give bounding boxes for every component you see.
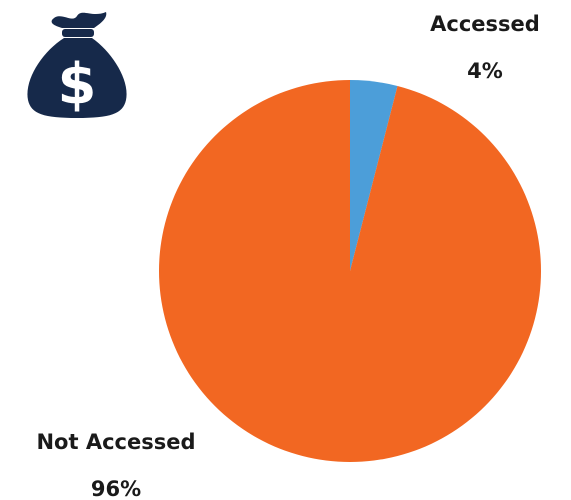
money-bag-neck bbox=[62, 29, 94, 37]
pie-slices bbox=[158, 80, 541, 462]
pie-slice-not-accessed bbox=[158, 80, 541, 462]
money-bag-knot bbox=[51, 12, 107, 28]
slice-label-accessed-name: Accessed bbox=[430, 12, 540, 36]
dollar-sign-glyph: $ bbox=[58, 52, 97, 117]
slice-label-accessed-value: 4% bbox=[467, 59, 503, 83]
money-bag-icon-graphic: $ bbox=[27, 12, 127, 118]
pie-slice-accessed bbox=[350, 80, 398, 271]
slice-label-not-accessed-name: Not Accessed bbox=[36, 430, 195, 454]
money-bag-body bbox=[27, 38, 127, 118]
slice-label-not-accessed-value: 96% bbox=[91, 477, 141, 500]
money-bag-icon: $ bbox=[22, 6, 132, 118]
